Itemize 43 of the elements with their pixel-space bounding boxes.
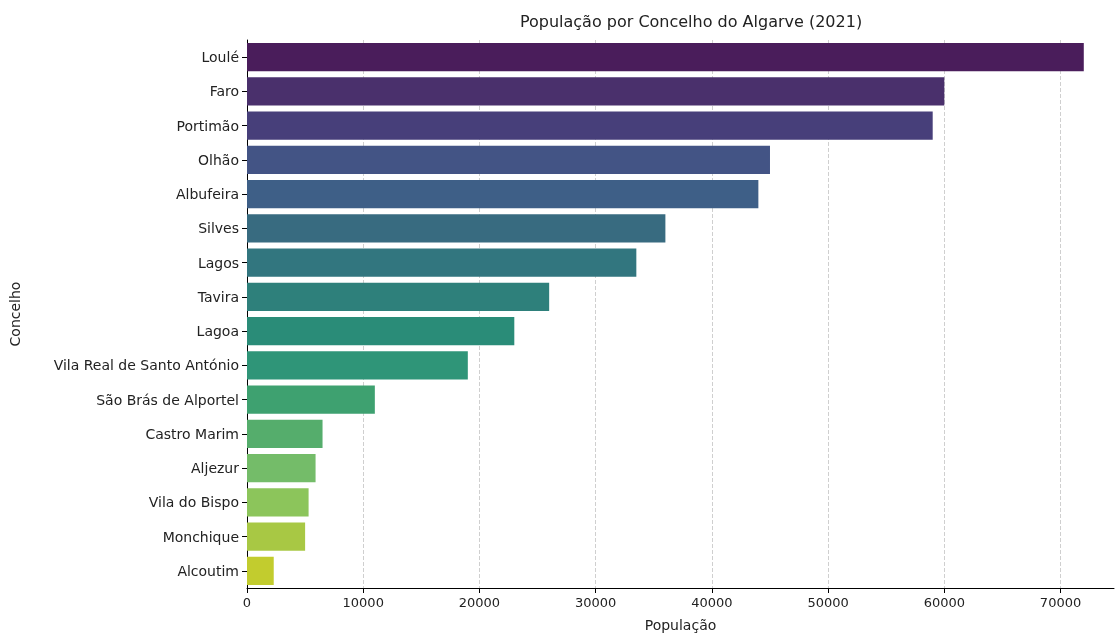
bar <box>247 111 933 140</box>
y-tick-label: Olhão <box>198 151 239 168</box>
bar <box>247 77 945 106</box>
y-axis-title: Concelho <box>7 281 23 347</box>
x-tick-label: 20000 <box>458 595 501 610</box>
x-tick-label: 0 <box>242 595 252 610</box>
y-tick-label: Aljezur <box>191 460 240 477</box>
x-tick-label: 10000 <box>342 595 384 610</box>
y-tick-label: Vila do Bispo <box>148 494 239 511</box>
x-tick-label: 30000 <box>574 595 617 610</box>
y-tick-label: Lagos <box>197 254 239 271</box>
bar <box>247 454 316 483</box>
bar <box>247 556 274 585</box>
bar <box>247 248 637 277</box>
x-tick-label: 60000 <box>923 595 965 610</box>
y-tick-label: Faro <box>209 83 239 100</box>
chart-title: População por Concelho do Algarve (2021) <box>519 11 863 31</box>
bar <box>247 282 550 311</box>
bar <box>247 180 759 209</box>
y-tick-label: Vila Real de Santo António <box>53 357 239 374</box>
bar <box>247 385 375 414</box>
y-tick-label: Monchique <box>162 528 239 545</box>
bar <box>247 317 515 346</box>
x-tick-label: 70000 <box>1039 595 1082 610</box>
bar <box>247 214 666 243</box>
bar <box>247 419 323 448</box>
bar <box>247 43 1084 72</box>
y-tick-label: Castro Marim <box>145 425 239 442</box>
y-tick-label: Portimão <box>176 117 239 134</box>
x-tick-label: 50000 <box>807 595 849 610</box>
bar <box>247 522 306 551</box>
bar <box>247 145 770 174</box>
y-tick-label: Albufeira <box>176 186 239 203</box>
x-tick-label: 40000 <box>691 595 733 610</box>
bar <box>247 351 468 380</box>
x-axis-title: População <box>644 617 717 633</box>
y-tick-label: Alcoutim <box>177 562 239 579</box>
y-tick-label: Lagoa <box>196 323 239 340</box>
y-tick-label: Silves <box>198 220 239 237</box>
y-tick-label: Loulé <box>201 49 239 66</box>
y-tick-label: Tavira <box>196 288 239 305</box>
y-tick-label: São Brás de Alportel <box>96 391 239 408</box>
bar <box>247 488 309 517</box>
